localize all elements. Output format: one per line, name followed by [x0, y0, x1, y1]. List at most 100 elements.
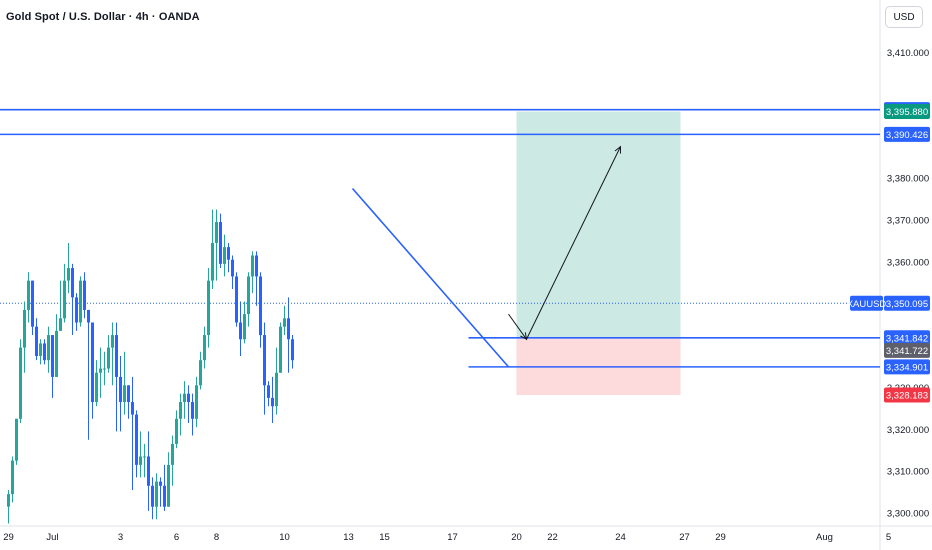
x-tick-label: 29	[3, 532, 14, 543]
candle-body	[187, 393, 190, 403]
candle-body	[115, 335, 118, 377]
entry-badge-bg	[884, 342, 930, 358]
candle-body	[103, 368, 106, 370]
x-tick-label: 8	[214, 532, 219, 543]
currency-button[interactable]: USD	[885, 6, 923, 28]
candle-body	[107, 347, 110, 369]
level-badge: 3,341.842	[886, 333, 928, 344]
candle-body	[111, 335, 114, 348]
candles	[7, 209, 294, 524]
candle-body	[67, 268, 70, 281]
candle-body	[283, 318, 286, 327]
y-tick-label: 3,300.000	[887, 509, 929, 520]
candle-body	[19, 347, 22, 419]
symbol-tag-bg	[850, 295, 883, 311]
current-price-badge-bg	[884, 295, 930, 311]
candle-body	[63, 280, 66, 319]
candle-body	[263, 335, 266, 386]
candle-body	[159, 481, 162, 486]
candle-body	[203, 335, 206, 361]
x-tick-label: 13	[343, 532, 354, 543]
candle-body	[279, 326, 282, 373]
candle-body	[171, 443, 174, 465]
stop-badge-bg	[884, 387, 930, 403]
target-badge: 3,395.880	[886, 107, 928, 118]
x-tick-label: 5	[886, 532, 891, 543]
candle-body	[119, 376, 122, 403]
x-tick-label: 27	[679, 532, 690, 543]
y-tick-label: 3,380.000	[887, 174, 929, 185]
candle-body	[167, 464, 170, 507]
candle-body	[47, 335, 50, 361]
candle-body	[147, 456, 150, 486]
y-tick-label: 3,310.000	[887, 467, 929, 478]
candle-body	[135, 414, 138, 465]
candle-body	[71, 268, 74, 298]
candle-body	[99, 368, 102, 373]
x-tick-label: 17	[447, 532, 458, 543]
arrow-head	[614, 145, 622, 154]
candle-body	[219, 222, 222, 264]
y-tick-label: 3,320.000	[887, 425, 929, 436]
candle-body	[131, 402, 134, 415]
y-tick-label: 3,410.000	[887, 48, 929, 59]
candle-body	[83, 280, 86, 310]
candle-body	[91, 322, 94, 403]
candle-body	[179, 402, 182, 419]
candle-body	[271, 397, 274, 407]
candle-body	[79, 280, 82, 323]
candle-body	[215, 222, 218, 243]
x-tick-label: 6	[174, 532, 179, 543]
candle-body	[7, 494, 10, 507]
x-tick-label: Jul	[46, 532, 58, 543]
x-tick-label: Aug	[816, 532, 833, 543]
candle-body	[43, 343, 46, 361]
candle-body	[23, 309, 26, 348]
x-tick-label: 3	[118, 532, 123, 543]
candle-body	[123, 385, 126, 403]
candle-body	[243, 314, 246, 340]
level-badge: 3,334.901	[886, 362, 928, 373]
candle-body	[227, 247, 230, 260]
candle-body	[255, 255, 258, 277]
candle-body	[235, 276, 238, 323]
candle-body	[95, 372, 98, 403]
level-badge: 3,390.426	[886, 130, 928, 141]
candle-body	[143, 456, 146, 458]
candle-body	[31, 280, 34, 327]
candle-body	[75, 297, 78, 323]
candle-body	[223, 247, 226, 264]
chart-title: Gold Spot / U.S. Dollar · 4h · OANDA	[6, 11, 200, 23]
candle-body	[55, 330, 58, 377]
candle-body	[199, 360, 202, 386]
candle-body	[251, 255, 254, 277]
x-tick-label: 10	[279, 532, 290, 543]
target-badge-bg	[884, 104, 930, 120]
candle-body	[15, 418, 18, 461]
entry-badge: 3,341.722	[886, 346, 928, 357]
arrow-head-mid	[520, 332, 528, 341]
x-tick-label: 22	[547, 532, 558, 543]
candle-body	[59, 318, 62, 331]
candle-body	[267, 385, 270, 398]
x-tick-label: 24	[615, 532, 626, 543]
level-badge-bg	[884, 330, 930, 346]
candle-body	[231, 259, 234, 277]
candle-body	[291, 339, 294, 361]
candle-body	[11, 460, 14, 495]
candle-body	[287, 318, 290, 340]
candle-body	[51, 335, 54, 377]
current-price-badge: 3,350.095	[886, 299, 928, 310]
x-tick-label: 29	[715, 532, 726, 543]
x-tick-label: 20	[511, 532, 522, 543]
candle-body	[259, 276, 262, 336]
y-tick-label: 3,360.000	[887, 257, 929, 268]
candle-body	[155, 481, 158, 507]
candle-body	[151, 485, 154, 507]
candle-body	[127, 385, 130, 403]
candle-body	[191, 402, 194, 419]
candle-body	[39, 343, 42, 356]
stop-badge: 3,328.183	[886, 390, 928, 401]
